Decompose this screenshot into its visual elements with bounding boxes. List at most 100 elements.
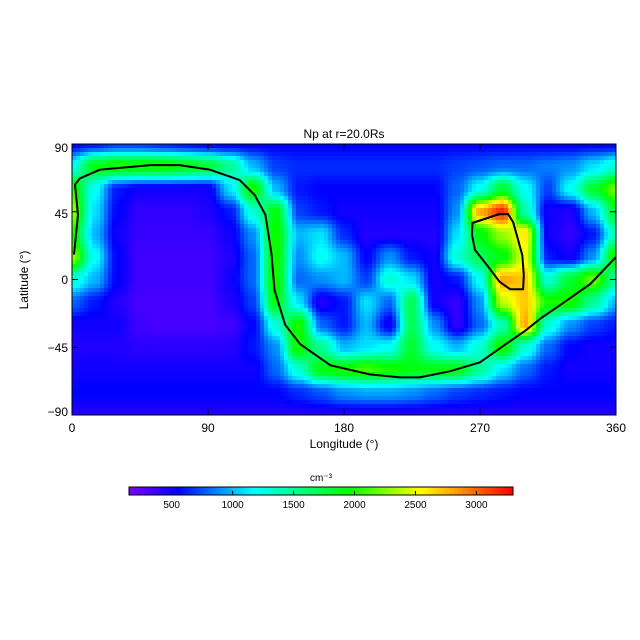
heatmap-cell	[236, 224, 241, 229]
heatmap-cell	[260, 236, 265, 241]
heatmap-cell	[272, 240, 277, 245]
heatmap-cell	[420, 260, 425, 265]
heatmap-cell	[424, 248, 429, 253]
heatmap-cell	[320, 196, 325, 201]
heatmap-cell	[524, 260, 529, 265]
heatmap-cell	[148, 236, 153, 241]
heatmap-cell	[276, 260, 281, 265]
heatmap-cell	[592, 272, 597, 277]
heatmap-cell	[208, 236, 213, 241]
heatmap-cell	[492, 280, 497, 285]
heatmap-cell	[76, 280, 81, 285]
heatmap-cell	[172, 200, 177, 205]
heatmap-cell	[580, 148, 585, 153]
heatmap-cell	[288, 176, 293, 181]
heatmap-cell	[224, 196, 229, 201]
heatmap-cell	[140, 168, 145, 173]
heatmap-cell	[212, 184, 217, 189]
heatmap-cell	[484, 248, 489, 253]
heatmap-cell	[496, 236, 501, 241]
heatmap-cell	[220, 244, 225, 249]
heatmap-cell	[504, 264, 509, 269]
heatmap-cell	[552, 232, 557, 237]
heatmap-cell	[528, 188, 533, 193]
heatmap-cell	[296, 252, 301, 257]
heatmap-cell	[536, 220, 541, 225]
heatmap-cell	[388, 160, 393, 165]
heatmap-cell	[488, 212, 493, 217]
heatmap-cell	[372, 196, 377, 201]
heatmap-cell	[608, 256, 613, 261]
heatmap-cell	[536, 216, 541, 221]
heatmap-cell	[204, 232, 209, 237]
heatmap-cell	[236, 196, 241, 201]
heatmap-cell	[112, 160, 117, 165]
heatmap-cell	[252, 212, 257, 217]
heatmap-cell	[608, 268, 613, 273]
heatmap-cell	[380, 176, 385, 181]
heatmap-cell	[464, 236, 469, 241]
heatmap-cell	[560, 244, 565, 249]
heatmap-cell	[416, 168, 421, 173]
heatmap-cell	[468, 164, 473, 169]
heatmap-cell	[296, 256, 301, 261]
heatmap-cell	[340, 176, 345, 181]
heatmap-cell	[320, 280, 325, 285]
heatmap-cell	[116, 260, 121, 265]
heatmap-cell	[200, 188, 205, 193]
heatmap-cell	[408, 224, 413, 229]
heatmap-cell	[156, 288, 161, 293]
heatmap-cell	[264, 248, 269, 253]
heatmap-cell	[72, 152, 77, 157]
heatmap-cell	[144, 220, 149, 225]
heatmap-cell	[420, 276, 425, 281]
heatmap-cell	[96, 148, 101, 153]
heatmap-cell	[128, 196, 133, 201]
heatmap-cell	[552, 276, 557, 281]
heatmap-cell	[120, 240, 125, 245]
heatmap-cell	[324, 152, 329, 157]
heatmap-cell	[368, 288, 373, 293]
heatmap-cell	[144, 228, 149, 233]
heatmap-cell	[204, 192, 209, 197]
heatmap-cell	[364, 160, 369, 165]
heatmap-cell	[320, 188, 325, 193]
heatmap-cell	[356, 252, 361, 257]
heatmap-cell	[392, 240, 397, 245]
heatmap-cell	[244, 160, 249, 165]
heatmap-cell	[172, 176, 177, 181]
heatmap-cell	[328, 192, 333, 197]
heatmap-cell	[548, 204, 553, 209]
heatmap-cell	[480, 196, 485, 201]
heatmap-cell	[200, 220, 205, 225]
heatmap-cell	[508, 152, 513, 157]
heatmap-cell	[544, 196, 549, 201]
heatmap-cell	[256, 252, 261, 257]
heatmap-cell	[340, 260, 345, 265]
heatmap-cell	[348, 156, 353, 161]
heatmap-cell	[320, 176, 325, 181]
heatmap-cell	[524, 164, 529, 169]
heatmap-cell	[420, 240, 425, 245]
heatmap-cell	[248, 180, 253, 185]
heatmap-cell	[380, 160, 385, 165]
heatmap-cell	[100, 216, 105, 221]
heatmap-cell	[368, 200, 373, 205]
heatmap-cell	[84, 232, 89, 237]
heatmap-cell	[104, 148, 109, 153]
heatmap-cell	[232, 232, 237, 237]
heatmap-cell	[212, 256, 217, 261]
heatmap-cell	[528, 200, 533, 205]
heatmap-cell	[336, 196, 341, 201]
heatmap-cell	[360, 216, 365, 221]
heatmap-cell	[364, 216, 369, 221]
heatmap-cell	[120, 216, 125, 221]
heatmap-cell	[72, 288, 77, 293]
heatmap-cell	[244, 236, 249, 241]
heatmap-cell	[216, 224, 221, 229]
heatmap-cell	[276, 196, 281, 201]
heatmap-cell	[472, 144, 477, 149]
heatmap-cell	[200, 216, 205, 221]
heatmap-cell	[312, 216, 317, 221]
heatmap-cell	[552, 160, 557, 165]
